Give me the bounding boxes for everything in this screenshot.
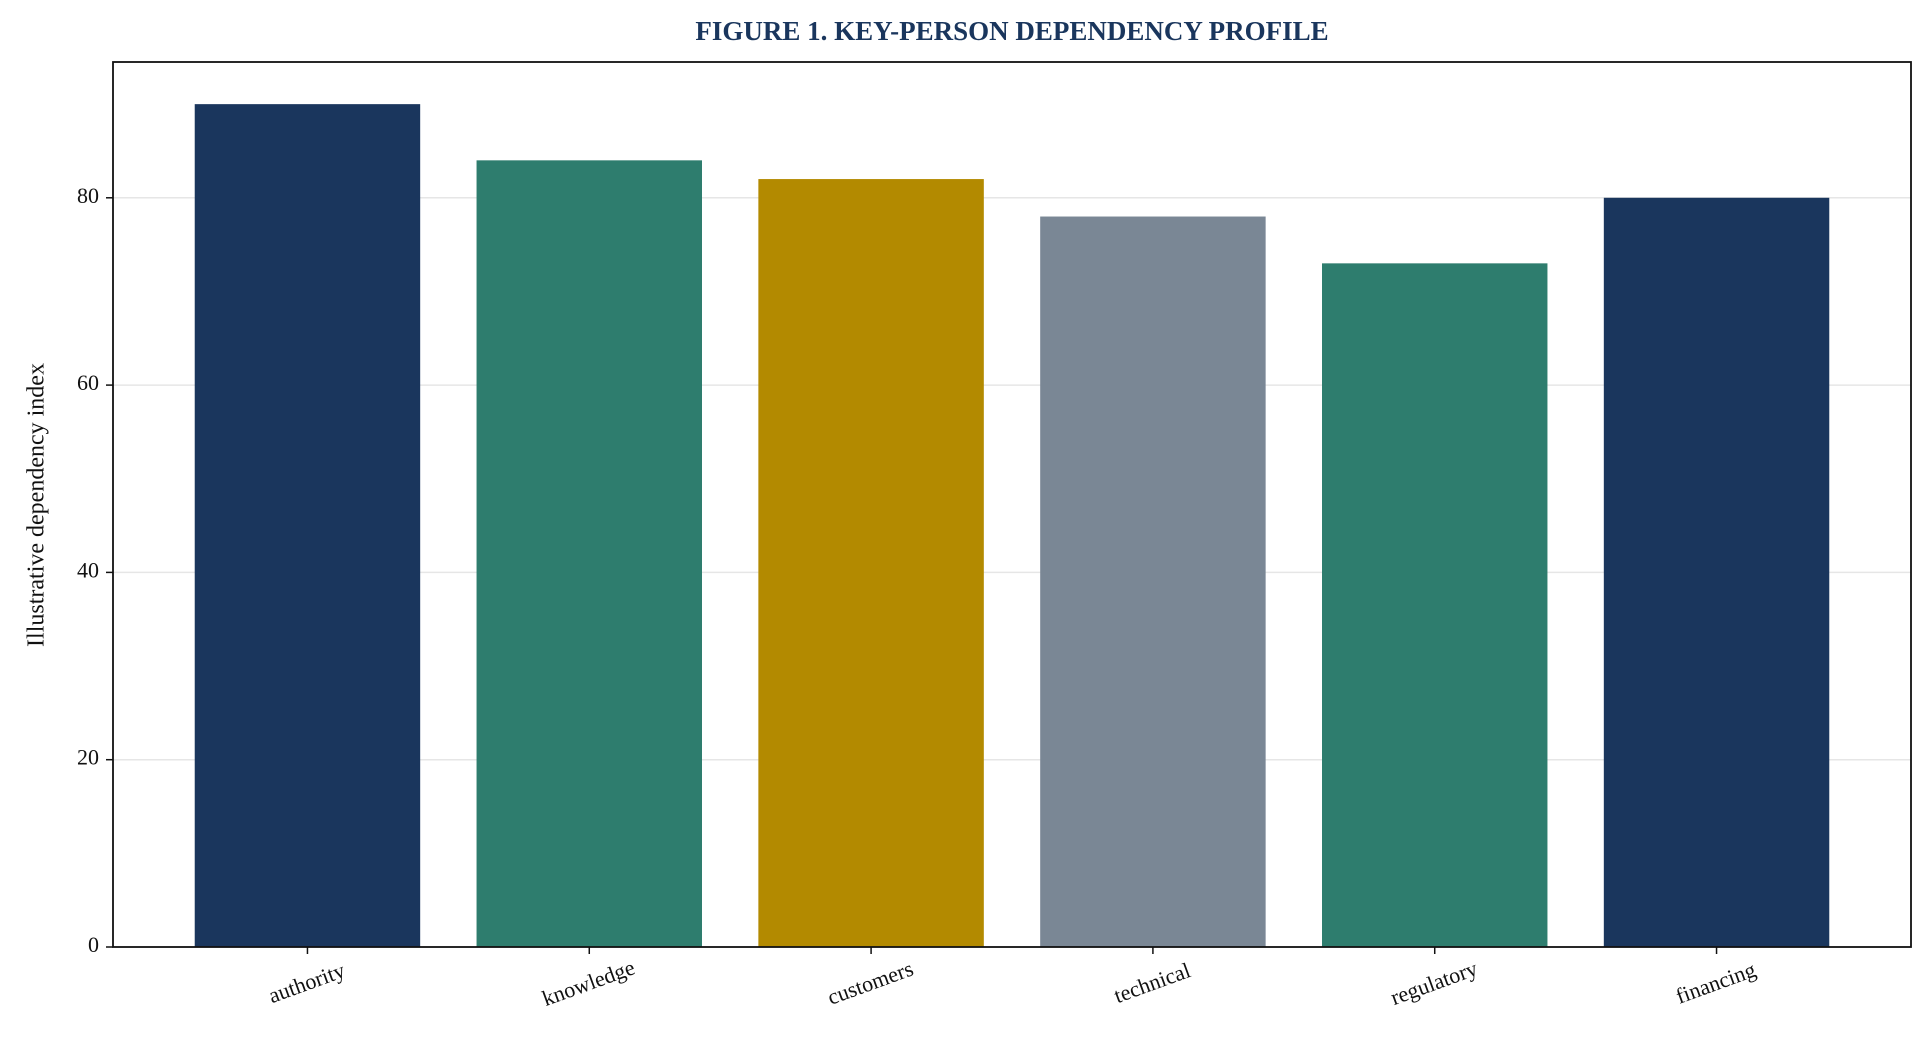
x-tick-label: customers <box>824 956 916 1010</box>
bar <box>1603 197 1830 948</box>
bar <box>194 104 421 947</box>
bar <box>476 160 702 948</box>
x-tick-label: knowledge <box>539 954 638 1011</box>
x-tick-label: technical <box>1110 957 1193 1008</box>
bar <box>1322 263 1548 947</box>
x-tick-label: financing <box>1672 957 1759 1009</box>
x-tick-label: regulatory <box>1387 955 1481 1009</box>
y-tick-label: 40 <box>77 557 99 582</box>
y-tick-label: 0 <box>88 932 99 957</box>
plot-frame <box>112 61 1912 948</box>
y-axis-label: Illustrative dependency index <box>24 363 50 647</box>
y-tick-label: 80 <box>77 183 99 208</box>
chart-title: FIGURE 1. KEY-PERSON DEPENDENCY PROFILE <box>695 16 1328 46</box>
x-tick-label: authority <box>265 957 348 1008</box>
y-tick-label: 20 <box>77 745 99 770</box>
bar <box>758 179 984 948</box>
y-tick-label: 60 <box>77 370 99 395</box>
bar <box>1040 216 1266 947</box>
